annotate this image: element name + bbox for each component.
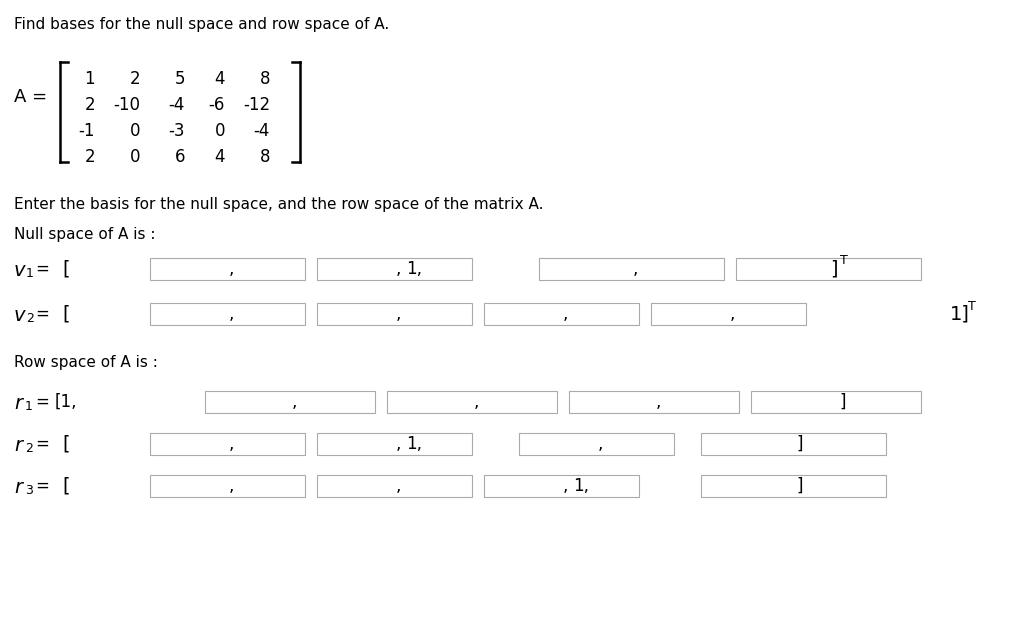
Text: r: r	[14, 478, 22, 497]
Text: Find bases for the null space and row space of A.: Find bases for the null space and row sp…	[14, 17, 389, 32]
Text: 1: 1	[26, 267, 34, 280]
Text: ,: ,	[396, 305, 401, 323]
Text: ,: ,	[292, 393, 297, 411]
Text: 0: 0	[214, 122, 225, 140]
FancyBboxPatch shape	[518, 433, 674, 455]
Text: T: T	[840, 255, 848, 268]
Text: ,: ,	[656, 393, 662, 411]
FancyBboxPatch shape	[700, 433, 886, 455]
Text: 2: 2	[84, 96, 95, 114]
Text: ]: ]	[796, 477, 803, 495]
Text: r: r	[14, 394, 22, 413]
Text: 2: 2	[26, 312, 34, 325]
Text: r: r	[14, 436, 22, 455]
Text: ,: ,	[229, 477, 234, 495]
Text: [: [	[62, 260, 70, 278]
Text: ,: ,	[474, 393, 479, 411]
Text: 1: 1	[84, 70, 95, 88]
Text: 6: 6	[174, 148, 185, 166]
Text: 2: 2	[84, 148, 95, 166]
Text: [1,: [1,	[55, 393, 78, 411]
Text: -4: -4	[254, 122, 270, 140]
Text: 8: 8	[259, 70, 270, 88]
Text: =: =	[35, 305, 49, 323]
FancyBboxPatch shape	[316, 475, 471, 497]
Text: 0: 0	[129, 122, 140, 140]
FancyBboxPatch shape	[650, 303, 806, 325]
Text: v: v	[14, 306, 26, 325]
Text: [: [	[62, 477, 70, 495]
Text: =: =	[35, 260, 49, 278]
Text: 3: 3	[25, 484, 33, 497]
Text: ,: ,	[396, 477, 401, 495]
Text: 4: 4	[214, 70, 225, 88]
Text: T: T	[968, 300, 976, 312]
Text: 4: 4	[214, 148, 225, 166]
Text: -1: -1	[79, 122, 95, 140]
Text: -10: -10	[113, 96, 140, 114]
Text: -6: -6	[209, 96, 225, 114]
FancyBboxPatch shape	[150, 433, 304, 455]
FancyBboxPatch shape	[150, 475, 304, 497]
Text: 2: 2	[25, 442, 33, 455]
FancyBboxPatch shape	[387, 391, 557, 413]
Text: ]: ]	[830, 260, 838, 278]
Text: 1,: 1,	[406, 435, 422, 453]
FancyBboxPatch shape	[483, 303, 639, 325]
Text: [: [	[62, 305, 70, 324]
Text: 0: 0	[129, 148, 140, 166]
FancyBboxPatch shape	[150, 258, 304, 280]
Text: =: =	[35, 435, 49, 453]
FancyBboxPatch shape	[569, 391, 739, 413]
FancyBboxPatch shape	[205, 391, 375, 413]
Text: A =: A =	[14, 88, 47, 106]
Text: 1,: 1,	[573, 477, 589, 495]
Text: v: v	[14, 261, 26, 280]
FancyBboxPatch shape	[150, 303, 304, 325]
Text: Enter the basis for the null space, and the row space of the matrix A.: Enter the basis for the null space, and …	[14, 197, 544, 212]
Text: =: =	[35, 477, 49, 495]
Text: ]: ]	[839, 393, 846, 411]
Text: 8: 8	[259, 148, 270, 166]
FancyBboxPatch shape	[483, 475, 639, 497]
Text: ,: ,	[563, 477, 568, 495]
Text: 5: 5	[174, 70, 185, 88]
FancyBboxPatch shape	[316, 303, 471, 325]
Text: ,: ,	[396, 435, 401, 453]
Text: ,: ,	[563, 305, 568, 323]
FancyBboxPatch shape	[751, 391, 921, 413]
Text: -12: -12	[243, 96, 270, 114]
Text: ,: ,	[730, 305, 735, 323]
FancyBboxPatch shape	[700, 475, 886, 497]
Text: [: [	[62, 435, 70, 453]
FancyBboxPatch shape	[316, 258, 471, 280]
Text: 2: 2	[129, 70, 140, 88]
Text: 1: 1	[25, 400, 33, 413]
Text: ,: ,	[598, 435, 603, 453]
Text: 1]: 1]	[950, 305, 970, 324]
Text: ,: ,	[229, 435, 234, 453]
Text: -4: -4	[169, 96, 185, 114]
Text: ,: ,	[633, 260, 638, 278]
Text: -3: -3	[169, 122, 185, 140]
FancyBboxPatch shape	[735, 258, 921, 280]
Text: ,: ,	[229, 260, 234, 278]
Text: Row space of A is :: Row space of A is :	[14, 355, 158, 370]
Text: ]: ]	[796, 435, 803, 453]
Text: ,: ,	[396, 260, 401, 278]
FancyBboxPatch shape	[539, 258, 724, 280]
FancyBboxPatch shape	[316, 433, 471, 455]
Text: =: =	[35, 393, 49, 411]
Text: 1,: 1,	[406, 260, 422, 278]
Text: Null space of A is :: Null space of A is :	[14, 227, 156, 242]
Text: ,: ,	[229, 305, 234, 323]
